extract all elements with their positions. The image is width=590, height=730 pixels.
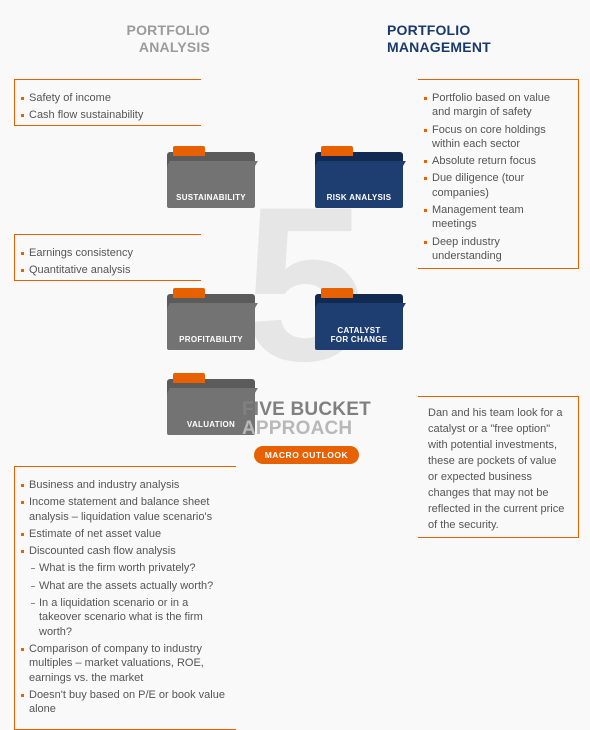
heading-portfolio-management: PORTFOLIO MANAGEMENT <box>387 22 491 56</box>
list-item: Cash flow sustainability <box>19 108 191 122</box>
folder-sustainability: SUSTAINABILITY <box>167 152 255 208</box>
profitability-list: Earnings consistency Quantitative analys… <box>19 246 191 278</box>
list-item: Safety of income <box>19 91 191 105</box>
sustainability-box: Safety of income Cash flow sustainabilit… <box>14 79 201 126</box>
heading-text: PORTFOLIO <box>127 22 210 39</box>
folder-label: PROFITABILITY <box>167 335 255 344</box>
list-item: Focus on core holdings within each secto… <box>422 123 568 152</box>
list-item: Quantitative analysis <box>19 263 191 277</box>
title-line: APPROACH <box>242 418 371 440</box>
valuation-list-cont: Comparison of company to industry multip… <box>19 642 226 716</box>
list-item: In a liquidation scenario or in a takeov… <box>29 596 226 639</box>
heading-portfolio-analysis: PORTFOLIO ANALYSIS <box>127 22 210 56</box>
list-item: Business and industry analysis <box>19 478 226 492</box>
heading-text: ANALYSIS <box>127 39 210 56</box>
folder-profitability: PROFITABILITY <box>167 294 255 350</box>
sustainability-list: Safety of income Cash flow sustainabilit… <box>19 91 191 123</box>
list-item: Income statement and balance sheet analy… <box>19 495 226 524</box>
folder-label: RISK ANALYSIS <box>315 193 403 202</box>
list-item: Absolute return focus <box>422 154 568 168</box>
list-item: Portfolio based on value and margin of s… <box>422 91 568 120</box>
valuation-list: Business and industry analysis Income st… <box>19 478 226 558</box>
list-item: What is the firm worth privately? <box>29 561 226 575</box>
folder-label: SUSTAINABILITY <box>167 193 255 202</box>
folder-label: CATALYSTFOR CHANGE <box>315 326 403 344</box>
list-item: Estimate of net asset value <box>19 527 226 541</box>
list-item: Management team meetings <box>422 203 568 232</box>
center-title: FIVE BUCKET APPROACH MACRO OUTLOOK <box>242 399 371 464</box>
profitability-box: Earnings consistency Quantitative analys… <box>14 234 201 281</box>
macro-outlook-pill: MACRO OUTLOOK <box>254 446 359 464</box>
risk-list: Portfolio based on value and margin of s… <box>422 91 568 263</box>
valuation-box: Business and industry analysis Income st… <box>14 466 236 730</box>
list-item: Due diligence (tour companies) <box>422 171 568 200</box>
list-item: What are the assets actually worth? <box>29 579 226 593</box>
risk-box: Portfolio based on value and margin of s… <box>418 79 579 269</box>
list-item: Deep industry understanding <box>422 235 568 264</box>
list-item: Comparison of company to industry multip… <box>19 642 226 685</box>
catalyst-box: Dan and his team look for a catalyst or … <box>418 396 579 538</box>
valuation-sublist: What is the firm worth privately? What a… <box>19 561 226 638</box>
list-item: Discounted cash flow analysis <box>19 544 226 558</box>
heading-text: PORTFOLIO <box>387 22 491 39</box>
heading-text: MANAGEMENT <box>387 39 491 56</box>
list-item: Earnings consistency <box>19 246 191 260</box>
catalyst-text: Dan and his team look for a catalyst or … <box>422 406 568 534</box>
folder-risk-analysis: RISK ANALYSIS <box>315 152 403 208</box>
folder-catalyst: CATALYSTFOR CHANGE <box>315 294 403 350</box>
list-item: Doesn't buy based on P/E or book value a… <box>19 688 226 717</box>
